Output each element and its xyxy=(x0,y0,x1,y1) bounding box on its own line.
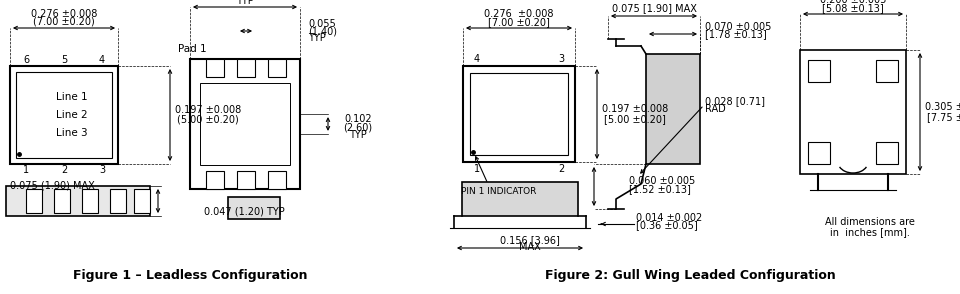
Bar xyxy=(134,189,150,213)
Bar xyxy=(190,59,300,189)
Bar xyxy=(237,59,255,77)
Bar xyxy=(16,72,112,158)
Text: MAX: MAX xyxy=(519,242,540,252)
Bar xyxy=(646,54,700,164)
Bar xyxy=(800,50,906,174)
Text: 0.014 ±0.002: 0.014 ±0.002 xyxy=(636,213,703,223)
Bar xyxy=(808,60,830,82)
Text: 0.197 ±0.008: 0.197 ±0.008 xyxy=(175,105,241,115)
Text: [7.00 ±0.20]: [7.00 ±0.20] xyxy=(488,17,550,27)
Text: 0.102: 0.102 xyxy=(345,114,372,124)
Text: 0.060 ±0.005: 0.060 ±0.005 xyxy=(629,176,695,186)
Text: 0.055: 0.055 xyxy=(308,19,336,29)
Text: 0.305 ±0.015: 0.305 ±0.015 xyxy=(924,102,960,112)
Text: TYP: TYP xyxy=(236,0,253,6)
Bar xyxy=(26,189,42,213)
Text: 0.075 (1.90) MAX: 0.075 (1.90) MAX xyxy=(10,181,95,191)
Text: All dimensions are: All dimensions are xyxy=(825,217,915,227)
Bar xyxy=(206,171,224,189)
Text: RAD: RAD xyxy=(705,104,726,114)
Bar xyxy=(268,171,286,189)
Text: (1.40): (1.40) xyxy=(308,26,337,36)
Text: [1.52 ±0.13]: [1.52 ±0.13] xyxy=(629,185,691,195)
Text: Line 2: Line 2 xyxy=(56,110,87,120)
Bar xyxy=(463,66,575,162)
Text: 6: 6 xyxy=(23,55,29,65)
Text: 0.047 (1.20) TYP: 0.047 (1.20) TYP xyxy=(204,206,285,216)
Text: 4: 4 xyxy=(474,54,480,64)
Text: 3: 3 xyxy=(99,165,105,175)
Text: 1: 1 xyxy=(474,164,480,174)
Bar xyxy=(82,189,98,213)
Text: 0.197 ±0.008: 0.197 ±0.008 xyxy=(602,104,668,114)
Text: (5.00 ±0.20): (5.00 ±0.20) xyxy=(178,115,239,125)
Text: TYP: TYP xyxy=(349,130,367,140)
Bar xyxy=(10,66,118,164)
Text: 0.028 [0.71]: 0.028 [0.71] xyxy=(705,96,765,106)
Bar xyxy=(876,142,898,164)
Bar xyxy=(6,186,150,216)
Text: 1: 1 xyxy=(23,165,29,175)
Text: TYP: TYP xyxy=(308,33,325,43)
Text: PIN 1 INDICATOR: PIN 1 INDICATOR xyxy=(461,188,537,196)
Text: (7.00 ±0.20): (7.00 ±0.20) xyxy=(34,17,95,27)
Text: 2: 2 xyxy=(558,164,564,174)
Text: 0.276 ±0.008: 0.276 ±0.008 xyxy=(31,9,97,19)
Text: 0.070 ±0.005: 0.070 ±0.005 xyxy=(705,22,772,32)
Bar xyxy=(808,142,830,164)
Text: Pad 1: Pad 1 xyxy=(178,44,206,54)
Bar xyxy=(237,171,255,189)
Text: Figure 2: Gull Wing Leaded Configuration: Figure 2: Gull Wing Leaded Configuration xyxy=(544,270,835,283)
Text: [0.36 ±0.05]: [0.36 ±0.05] xyxy=(636,220,698,230)
Bar xyxy=(876,60,898,82)
Bar xyxy=(200,83,290,165)
Text: 0.276  ±0.008: 0.276 ±0.008 xyxy=(484,9,554,19)
Text: [1.78 ±0.13]: [1.78 ±0.13] xyxy=(705,29,767,39)
Text: [5.08 ±0.13]: [5.08 ±0.13] xyxy=(822,3,884,13)
Bar xyxy=(470,73,568,155)
Text: 4: 4 xyxy=(99,55,105,65)
Text: in  inches [mm].: in inches [mm]. xyxy=(830,227,910,237)
Text: 0.200 ±0.005: 0.200 ±0.005 xyxy=(820,0,886,5)
Text: 0.075 [1.90] MAX: 0.075 [1.90] MAX xyxy=(612,3,696,13)
Bar xyxy=(228,197,280,219)
Bar xyxy=(268,59,286,77)
Bar xyxy=(54,189,70,213)
Text: Line 3: Line 3 xyxy=(56,128,87,138)
Text: (2.60): (2.60) xyxy=(344,122,372,132)
Text: Figure 1 – Leadless Configuration: Figure 1 – Leadless Configuration xyxy=(73,270,307,283)
Text: 3: 3 xyxy=(558,54,564,64)
Text: [5.00 ±0.20]: [5.00 ±0.20] xyxy=(604,114,666,124)
Text: [7.75 ±0.38]: [7.75 ±0.38] xyxy=(927,112,960,122)
Bar xyxy=(110,189,126,213)
Text: 5: 5 xyxy=(60,55,67,65)
Text: 0.156 [3.96]: 0.156 [3.96] xyxy=(500,235,560,245)
Text: 2: 2 xyxy=(60,165,67,175)
Bar xyxy=(462,182,578,216)
Text: Line 1: Line 1 xyxy=(56,92,87,102)
Bar xyxy=(206,59,224,77)
